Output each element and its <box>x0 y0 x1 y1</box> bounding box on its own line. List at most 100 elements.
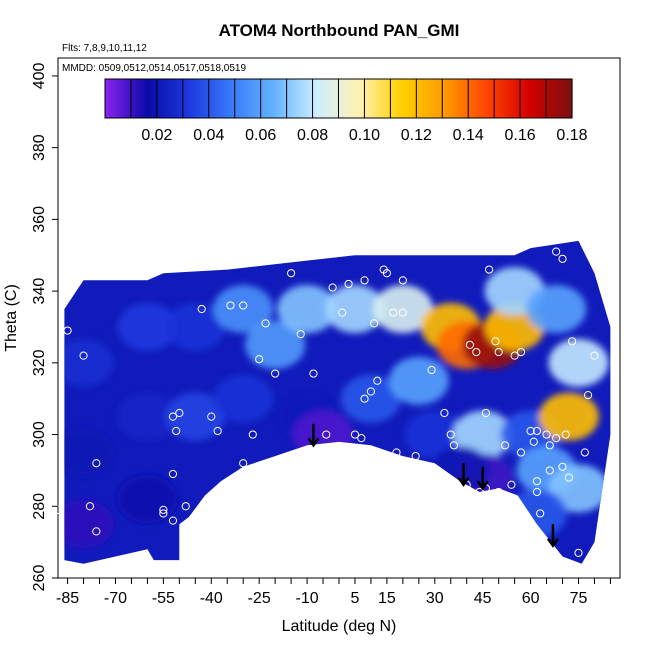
colorbar-segment <box>177 79 180 118</box>
colorbar-segment <box>435 79 439 118</box>
colorbar-segment <box>208 79 211 118</box>
obs-point <box>63 326 72 335</box>
colorbar-segment <box>241 79 244 118</box>
colorbar-segment <box>313 79 316 118</box>
obs-point <box>398 308 407 317</box>
colorbar-segment <box>552 79 556 118</box>
obs-point <box>382 269 391 278</box>
colorbar-segment <box>336 79 340 118</box>
colorbar-segment <box>346 79 349 118</box>
colorbar-segment <box>570 79 573 118</box>
obs-point <box>590 351 599 360</box>
colorbar-segment <box>293 79 297 118</box>
obs-point <box>475 487 484 497</box>
x-axis: -85 -70 -55 -40 -25 -10 5 15 30 45 60 75 <box>56 578 611 607</box>
obs-point <box>287 269 296 278</box>
colorbar-segment <box>278 79 281 118</box>
field-sample <box>117 392 178 441</box>
field-sample <box>245 320 306 369</box>
field-sample <box>404 410 465 459</box>
colorbar-segment <box>402 79 406 118</box>
obs-point <box>261 319 270 328</box>
colorbar-tick-label: 0.02 <box>141 127 172 144</box>
arrows <box>307 423 559 548</box>
obs-point <box>516 448 526 457</box>
colorbar-segment <box>239 79 242 118</box>
colorbar-segment <box>474 79 478 118</box>
colorbar-segment <box>260 79 264 118</box>
colorbar-segment <box>184 79 188 118</box>
colorbar-segment <box>247 79 250 118</box>
colorbar-segment <box>315 79 318 118</box>
colorbar-segment <box>274 79 277 118</box>
colorbar-segment <box>149 79 153 118</box>
obs-point <box>197 304 206 314</box>
colorbar-segment <box>424 79 427 118</box>
field-sample <box>548 464 609 513</box>
colorbar-segment <box>202 79 205 118</box>
colorbar-segment <box>303 79 307 118</box>
colorbar-segment <box>428 79 431 118</box>
colorbar-segment <box>459 79 462 118</box>
colorbar-segment <box>147 79 151 118</box>
colorbar-segment <box>391 79 394 118</box>
obs-point <box>561 430 570 439</box>
obs-point <box>172 426 181 436</box>
colorbar-segment <box>134 79 137 118</box>
obs-point <box>344 279 353 289</box>
x-tick-label: -85 <box>56 590 79 607</box>
colorbar-segment <box>254 79 258 118</box>
colorbar-segment <box>363 79 367 118</box>
obs-point <box>481 408 490 418</box>
colorbar-segment <box>350 79 353 118</box>
obs-point <box>357 434 366 443</box>
colorbar-segment <box>340 79 343 118</box>
colorbar-segment <box>505 79 509 118</box>
obs-point <box>168 412 178 421</box>
obs-point <box>552 552 561 561</box>
colorbar-segment <box>517 79 521 118</box>
arrow-marker <box>476 466 489 491</box>
colorbar-segment <box>106 79 110 118</box>
colorbar-segment <box>301 79 305 118</box>
colorbar-segment <box>157 79 161 118</box>
colorbar-segment <box>546 79 550 118</box>
colorbar-segment <box>525 79 528 118</box>
colorbar-segment <box>488 79 491 118</box>
x-tick-label: 5 <box>351 590 360 607</box>
colorbar-segment <box>513 79 517 118</box>
field-sample <box>277 285 338 334</box>
obs-point <box>79 351 88 360</box>
colorbar-segment <box>264 79 268 118</box>
obs-point <box>564 473 574 482</box>
field-sample <box>64 428 114 477</box>
colorbar-segment <box>248 79 252 118</box>
obs-point <box>552 247 561 256</box>
colorbar-segment <box>136 79 139 118</box>
colorbar-segment <box>365 79 369 118</box>
colorbar-segment <box>480 79 484 118</box>
obs-point <box>370 319 379 328</box>
colorbar-segment <box>420 79 423 118</box>
colorbar-segment <box>140 79 143 118</box>
obs-point <box>309 369 318 378</box>
colorbar-segment <box>470 79 474 118</box>
field-sample <box>64 500 114 549</box>
colorbar-segment <box>383 79 386 118</box>
colorbar-segment <box>568 79 571 118</box>
colorbar-segment <box>268 79 271 118</box>
colorbar-segment <box>375 79 379 118</box>
obs-point <box>516 347 526 357</box>
colorbar-tick-label: 0.12 <box>401 127 432 144</box>
colorbar-segment <box>258 79 262 118</box>
colorbar-segment <box>385 79 388 118</box>
colorbar-segment <box>206 79 209 118</box>
obs-point <box>580 448 589 457</box>
obs-point <box>398 276 407 285</box>
obs-point <box>168 469 178 479</box>
obs-point <box>440 408 449 418</box>
obs-point <box>392 448 401 457</box>
y-tick-label: 300 <box>31 421 48 448</box>
field-sample <box>117 475 178 524</box>
field-sample <box>538 392 599 441</box>
